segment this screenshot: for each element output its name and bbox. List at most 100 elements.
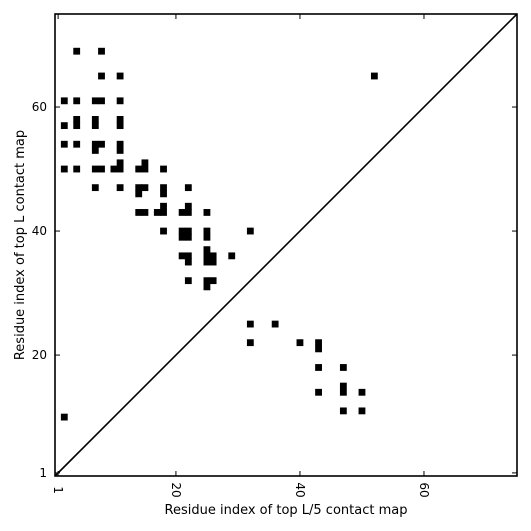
contact-point: [203, 283, 211, 291]
y-axis-label: Residue index of top L contact map: [13, 130, 28, 360]
contact-point: [116, 122, 124, 130]
contact-point: [60, 140, 68, 148]
contact-point: [339, 364, 347, 371]
contact-point: [339, 388, 347, 396]
contact-point: [98, 140, 105, 148]
contact-point: [370, 72, 378, 80]
contact-point: [178, 233, 186, 241]
contact-point: [160, 165, 167, 173]
contact-point: [141, 165, 149, 173]
contact-point: [315, 339, 322, 347]
contact-point: [60, 97, 68, 105]
contact-point: [178, 252, 186, 260]
x-tick-label: 1: [51, 486, 65, 494]
y-tick-label: 60: [32, 100, 47, 114]
contact-point: [116, 159, 124, 167]
contact-point: [358, 388, 366, 396]
contact-point: [184, 209, 192, 216]
contact-point: [339, 407, 347, 415]
contact-point: [135, 184, 143, 192]
contact-point: [110, 165, 118, 173]
contact-point: [116, 184, 124, 192]
contact-point: [91, 147, 99, 154]
y-tick-label: 20: [32, 348, 47, 362]
contact-point: [135, 190, 143, 198]
contact-point: [91, 184, 99, 192]
contact-point: [246, 320, 254, 328]
contact-point: [178, 227, 186, 235]
contact-point: [73, 47, 81, 55]
x-tick-label: 40: [293, 482, 307, 497]
contact-point: [209, 258, 217, 266]
contact-point: [160, 202, 167, 210]
contact-point: [91, 165, 99, 173]
x-tick-label: 60: [417, 482, 431, 497]
contact-point: [98, 165, 105, 173]
contact-point: [73, 140, 81, 148]
contact-point: [203, 233, 211, 241]
x-axis-ticks: 1 20 40 60: [51, 14, 431, 498]
contact-point: [296, 339, 304, 347]
contact-point: [116, 147, 124, 154]
y-tick-label: 1: [39, 466, 47, 480]
contact-point: [60, 165, 68, 173]
contact-point: [209, 277, 217, 285]
contact-point: [228, 252, 236, 260]
x-tick-label: 20: [169, 482, 183, 497]
contact-points: [60, 47, 378, 421]
contact-point: [315, 388, 322, 396]
y-axis-ticks: 1 20 40 60: [32, 100, 517, 480]
contact-point: [184, 233, 192, 241]
contact-point: [160, 190, 167, 198]
contact-point: [73, 122, 81, 130]
contact-point: [141, 209, 149, 216]
contact-point: [60, 122, 68, 130]
contact-point: [209, 252, 217, 260]
contact-point: [203, 277, 211, 285]
contact-point: [203, 209, 211, 216]
contact-point: [203, 227, 211, 235]
contact-point: [203, 246, 211, 254]
contact-point: [141, 159, 149, 167]
contact-point: [98, 72, 105, 80]
contact-point: [116, 97, 124, 105]
contact-point: [160, 209, 167, 216]
diagonal-line: [54, 13, 518, 477]
contact-point: [184, 227, 192, 235]
x-axis-label: Residue index of top L/5 contact map: [165, 503, 408, 518]
contact-point: [91, 122, 99, 130]
contact-point: [116, 116, 124, 123]
plot-frame: [54, 13, 518, 477]
contact-point: [91, 140, 99, 148]
contact-point: [184, 184, 192, 192]
contact-point: [73, 97, 81, 105]
contact-point: [160, 184, 167, 192]
contact-point: [246, 339, 254, 347]
contact-point: [116, 140, 124, 148]
contact-point: [141, 184, 149, 192]
contact-point: [116, 165, 124, 173]
contact-point: [271, 320, 279, 328]
contact-point: [153, 209, 161, 216]
contact-point: [315, 364, 322, 371]
contact-point: [73, 165, 81, 173]
contact-point: [184, 202, 192, 210]
contact-point: [116, 72, 124, 80]
contact-point: [246, 227, 254, 235]
contact-point: [358, 407, 366, 415]
contact-point: [91, 97, 99, 105]
contact-point: [184, 277, 192, 285]
contact-point: [184, 252, 192, 260]
contact-point: [91, 116, 99, 123]
contact-point: [135, 209, 143, 216]
contact-point: [184, 258, 192, 266]
contact-point: [203, 258, 211, 266]
contact-point: [178, 209, 186, 216]
contact-point: [98, 47, 105, 55]
contact-point: [315, 345, 322, 353]
y-tick-label: 40: [32, 224, 47, 238]
contact-point: [73, 116, 81, 123]
contact-point: [160, 227, 167, 235]
contact-point: [203, 252, 211, 260]
